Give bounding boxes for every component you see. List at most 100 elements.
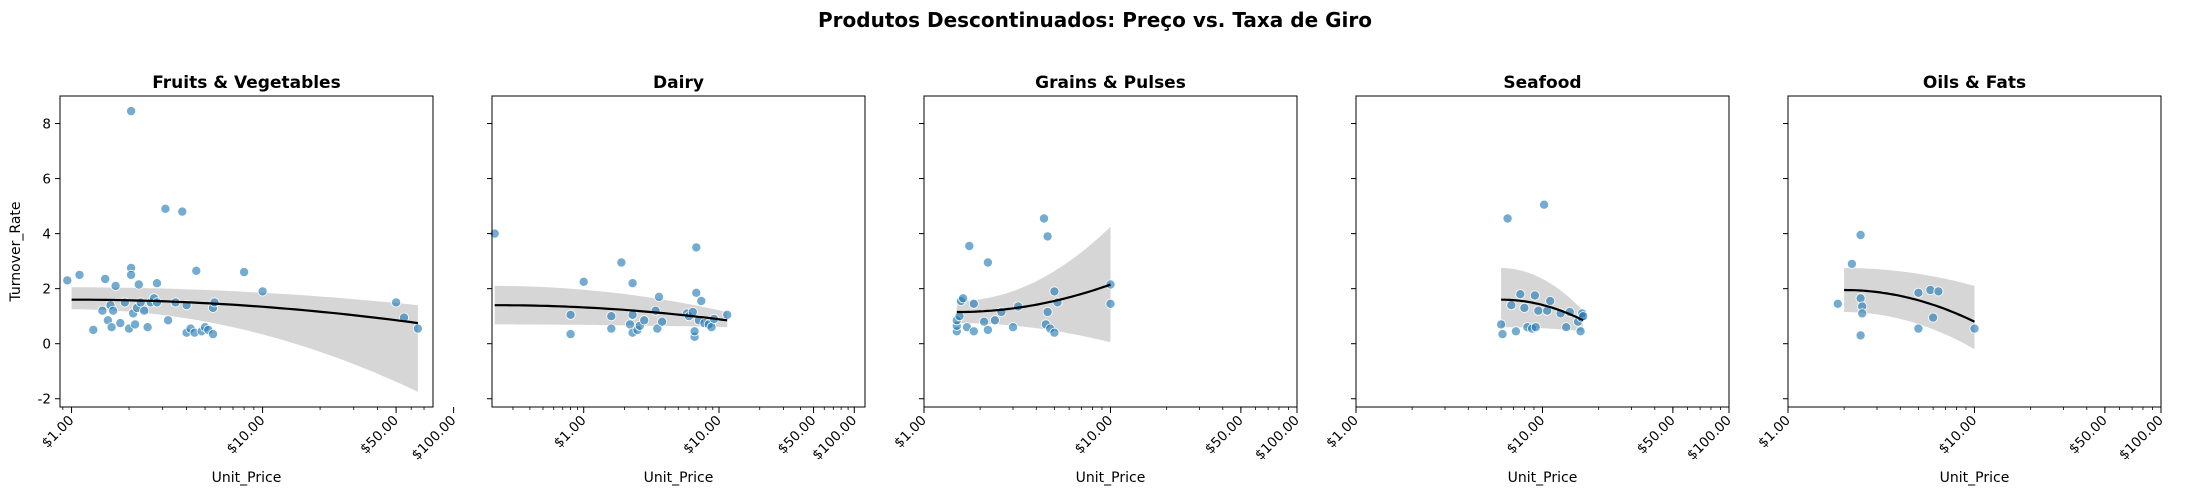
data-point — [657, 316, 668, 327]
data-point — [1933, 286, 1944, 297]
data-point — [968, 326, 979, 337]
x-axis-label: Unit_Price — [644, 470, 714, 486]
figure-title: Produtos Descontinuados: Preço vs. Taxa … — [818, 8, 1372, 32]
x-axis-label: Unit_Price — [1076, 470, 1146, 486]
data-point — [412, 323, 423, 334]
data-point — [1515, 289, 1526, 300]
x-tick-label: $1.00 — [551, 413, 590, 452]
data-point — [88, 324, 99, 335]
data-point — [964, 240, 975, 251]
regression-line — [1501, 298, 1584, 322]
data-point — [1496, 319, 1507, 330]
data-point — [62, 275, 73, 286]
data-point — [1042, 306, 1053, 317]
data-point — [627, 278, 638, 289]
data-point — [160, 203, 171, 214]
data-point — [1506, 300, 1517, 311]
data-point — [142, 322, 153, 333]
data-point — [616, 257, 627, 268]
data-point — [1510, 326, 1521, 337]
confidence-band — [494, 285, 728, 328]
data-point — [1846, 258, 1857, 269]
data-point — [74, 269, 85, 280]
data-point — [982, 324, 993, 335]
data-point — [691, 287, 702, 298]
panel-title: Fruits & Vegetables — [152, 73, 340, 93]
data-point — [1855, 229, 1866, 240]
data-point — [696, 295, 707, 306]
data-point — [106, 322, 117, 333]
y-tick-label: 0 — [42, 337, 51, 353]
y-tick-label: 4 — [42, 227, 51, 243]
panel-title: Seafood — [1503, 73, 1581, 93]
data-point — [130, 319, 141, 330]
data-point — [565, 309, 576, 320]
data-point — [1530, 322, 1541, 333]
data-point — [1497, 329, 1508, 340]
x-axis-label: Unit_Price — [1508, 470, 1578, 486]
data-point — [1969, 323, 1980, 334]
data-point — [722, 309, 733, 320]
x-tick-label: $50.00 — [1634, 413, 1679, 458]
x-tick-label: $100.00 — [2116, 413, 2167, 464]
x-tick-label: $10.00 — [1936, 413, 1981, 458]
axes-frame — [1355, 95, 1730, 408]
data-point — [97, 305, 108, 316]
data-point — [654, 291, 665, 302]
data-point — [639, 315, 650, 326]
data-point — [650, 305, 661, 316]
panels-group: Fruits & Vegetables -2 0 2 4 6 8 $1.00 $10.00 $50… — [8, 73, 2167, 486]
x-tick-label: $100.00 — [1252, 413, 1303, 464]
data-point — [133, 279, 144, 290]
data-point — [1039, 213, 1050, 224]
data-point — [1042, 231, 1053, 242]
data-point — [691, 242, 702, 253]
regression-line — [956, 283, 1111, 314]
data-point — [1913, 323, 1924, 334]
axes-frame — [491, 95, 866, 408]
data-point — [1855, 293, 1866, 304]
data-point — [135, 297, 146, 308]
data-point — [1529, 290, 1540, 301]
data-point — [989, 315, 1000, 326]
data-point — [191, 265, 202, 276]
y-tick-label: 6 — [42, 172, 51, 188]
x-tick-label: $50.00 — [2066, 413, 2111, 458]
y-tick-label: 8 — [42, 117, 51, 133]
data-point — [177, 206, 188, 217]
x-tick-label: $1.00 — [1755, 413, 1794, 452]
panel-1: Fruits & Vegetables -2 0 2 4 6 8 $1.00 $10.00 $50… — [8, 73, 459, 486]
regression-line — [71, 298, 419, 325]
data-point — [207, 329, 218, 340]
data-point — [982, 257, 993, 268]
y-tick-label: 2 — [42, 282, 51, 298]
panel-title: Dairy — [653, 73, 704, 93]
data-point — [652, 323, 663, 334]
x-axis-label: Unit_Price — [1940, 470, 2010, 486]
data-point — [979, 316, 990, 327]
regression-line — [1844, 288, 1975, 323]
x-axis-label: Unit_Price — [212, 470, 282, 486]
data-point — [606, 311, 617, 322]
data-point — [1049, 327, 1060, 338]
data-point — [578, 276, 589, 287]
data-point — [1545, 295, 1556, 306]
data-point — [139, 305, 150, 316]
x-tick-label: $50.00 — [357, 413, 402, 458]
data-point — [1857, 308, 1868, 319]
panel-3: Grains & Pulses $1.00 $10.00 $50.00 $100.00 U… — [891, 73, 1303, 486]
data-point — [1913, 287, 1924, 298]
data-point — [1575, 326, 1586, 337]
data-point — [110, 280, 121, 291]
data-point — [1855, 330, 1866, 341]
x-tick-label: $10.00 — [1072, 413, 1117, 458]
x-tick-label: $100.00 — [409, 413, 460, 464]
data-point — [1832, 298, 1843, 309]
data-point — [151, 297, 162, 308]
data-point — [1928, 312, 1939, 323]
data-point — [606, 323, 617, 334]
data-point — [706, 322, 717, 333]
axes-frame — [59, 95, 434, 408]
confidence-band — [956, 226, 1111, 343]
